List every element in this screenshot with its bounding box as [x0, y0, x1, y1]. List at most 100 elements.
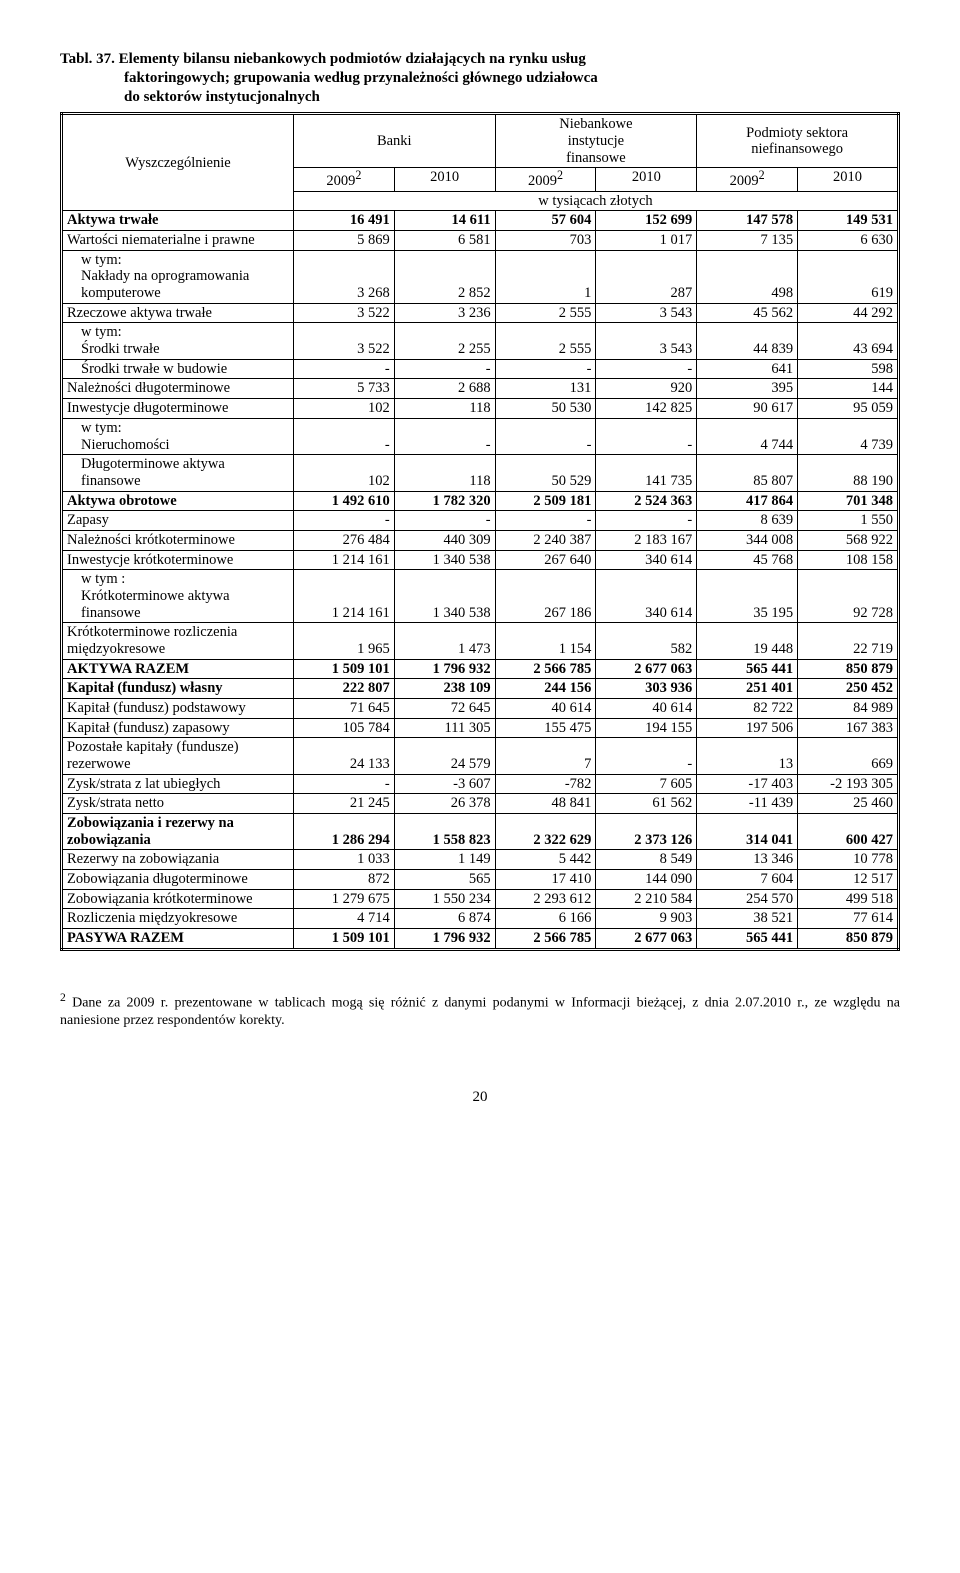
cell-value: 344 008 — [697, 530, 798, 550]
cell-value: 72 645 — [394, 698, 495, 718]
cell-value: 7 — [495, 738, 596, 774]
cell-value: 251 401 — [697, 679, 798, 699]
cell-value: 254 570 — [697, 889, 798, 909]
cell-value: 44 292 — [798, 303, 899, 323]
table-row: Rezerwy na zobowiązania1 0331 1495 4428 … — [62, 850, 899, 870]
row-label: Zobowiązania długoterminowe — [62, 869, 294, 889]
header-group-niebankowe: Niebankowe instytucje finansowe — [495, 114, 697, 168]
table-number: Tabl. 37. — [60, 51, 115, 67]
row-label: w tym:Nieruchomości — [62, 418, 294, 454]
cell-value: 568 922 — [798, 530, 899, 550]
row-label: Zysk/strata z lat ubiegłych — [62, 774, 294, 794]
cell-value: 1 473 — [394, 623, 495, 659]
cell-value: 6 874 — [394, 909, 495, 929]
cell-value: 48 841 — [495, 794, 596, 814]
header-rowlabel: Wyszczególnienie — [62, 114, 294, 211]
table-row: Kapitał (fundusz) zapasowy105 784111 305… — [62, 718, 899, 738]
table-row: Aktywa obrotowe1 492 6101 782 3202 509 1… — [62, 491, 899, 511]
cell-value: 108 158 — [798, 550, 899, 570]
cell-value: 45 562 — [697, 303, 798, 323]
cell-value: 1 340 538 — [394, 570, 495, 623]
table-row: Inwestycje długoterminowe10211850 530142… — [62, 399, 899, 419]
cell-value: - — [293, 511, 394, 531]
table-row: PASYWA RAZEM1 509 1011 796 9322 566 7852… — [62, 928, 899, 949]
cell-value: 1 033 — [293, 850, 394, 870]
cell-value: 703 — [495, 231, 596, 251]
table-row: w tym:Nieruchomości----4 7444 739 — [62, 418, 899, 454]
cell-value: 440 309 — [394, 530, 495, 550]
row-label: Kapitał (fundusz) własny — [62, 679, 294, 699]
cell-value: 9 903 — [596, 909, 697, 929]
cell-value: 141 735 — [596, 455, 697, 491]
cell-value: 102 — [293, 455, 394, 491]
cell-value: -11 439 — [697, 794, 798, 814]
cell-value: 95 059 — [798, 399, 899, 419]
cell-value: - — [596, 359, 697, 379]
cell-value: 417 864 — [697, 491, 798, 511]
table-title: Tabl. 37. Elementy bilansu niebankowych … — [60, 50, 900, 106]
table-row: AKTYWA RAZEM1 509 1011 796 9322 566 7852… — [62, 659, 899, 679]
cell-value: 50 529 — [495, 455, 596, 491]
cell-value: 149 531 — [798, 211, 899, 231]
cell-value: 88 190 — [798, 455, 899, 491]
cell-value: 850 879 — [798, 928, 899, 949]
table-row: Zobowiązania i rezerwy nazobowiązania1 2… — [62, 813, 899, 849]
cell-value: 90 617 — [697, 399, 798, 419]
cell-value: 3 522 — [293, 303, 394, 323]
cell-value: 13 346 — [697, 850, 798, 870]
cell-value: 276 484 — [293, 530, 394, 550]
cell-value: 222 807 — [293, 679, 394, 699]
cell-value: 1 154 — [495, 623, 596, 659]
cell-value: 2 555 — [495, 303, 596, 323]
header-year: 20092 — [495, 168, 596, 192]
cell-value: 50 530 — [495, 399, 596, 419]
header-group-banki: Banki — [293, 114, 495, 168]
cell-value: 5 442 — [495, 850, 596, 870]
header-year: 2010 — [798, 168, 899, 192]
row-label: Inwestycje krótkoterminowe — [62, 550, 294, 570]
table-row: w tym:Środki trwałe3 5222 2552 5553 5434… — [62, 323, 899, 359]
row-label: Rezerwy na zobowiązania — [62, 850, 294, 870]
cell-value: 4 744 — [697, 418, 798, 454]
table-row: Rzeczowe aktywa trwałe3 5223 2362 5553 5… — [62, 303, 899, 323]
cell-value: 12 517 — [798, 869, 899, 889]
cell-value: 24 579 — [394, 738, 495, 774]
cell-value: 57 604 — [495, 211, 596, 231]
table-row: Zobowiązania krótkoterminowe1 279 6751 5… — [62, 889, 899, 909]
cell-value: 84 989 — [798, 698, 899, 718]
cell-value: 2 255 — [394, 323, 495, 359]
cell-value: - — [495, 511, 596, 531]
cell-value: -3 607 — [394, 774, 495, 794]
cell-value: 1 782 320 — [394, 491, 495, 511]
cell-value: - — [293, 359, 394, 379]
cell-value: 669 — [798, 738, 899, 774]
cell-value: 582 — [596, 623, 697, 659]
cell-value: 267 186 — [495, 570, 596, 623]
cell-value: 152 699 — [596, 211, 697, 231]
table-row: Zobowiązania długoterminowe87256517 4101… — [62, 869, 899, 889]
cell-value: 5 733 — [293, 379, 394, 399]
cell-value: 1 214 161 — [293, 550, 394, 570]
row-label: Kapitał (fundusz) podstawowy — [62, 698, 294, 718]
cell-value: -2 193 305 — [798, 774, 899, 794]
cell-value: 244 156 — [495, 679, 596, 699]
cell-value: 197 506 — [697, 718, 798, 738]
cell-value: 1 509 101 — [293, 928, 394, 949]
cell-value: 2 293 612 — [495, 889, 596, 909]
row-label: w tym :Krótkoterminowe aktywafinansowe — [62, 570, 294, 623]
table-row: w tym:Nakłady na oprogramowaniakomputero… — [62, 250, 899, 303]
cell-value: 102 — [293, 399, 394, 419]
table-row: Aktywa trwałe16 49114 61157 604152 69914… — [62, 211, 899, 231]
row-label: Kapitał (fundusz) zapasowy — [62, 718, 294, 738]
cell-value: 2 210 584 — [596, 889, 697, 909]
cell-value: 701 348 — [798, 491, 899, 511]
cell-value: 8 639 — [697, 511, 798, 531]
cell-value: 1 796 932 — [394, 928, 495, 949]
cell-value: - — [596, 418, 697, 454]
cell-value: 238 109 — [394, 679, 495, 699]
cell-value: - — [394, 511, 495, 531]
cell-value: 4 739 — [798, 418, 899, 454]
cell-value: 40 614 — [596, 698, 697, 718]
row-label: Zapasy — [62, 511, 294, 531]
cell-value: 340 614 — [596, 550, 697, 570]
